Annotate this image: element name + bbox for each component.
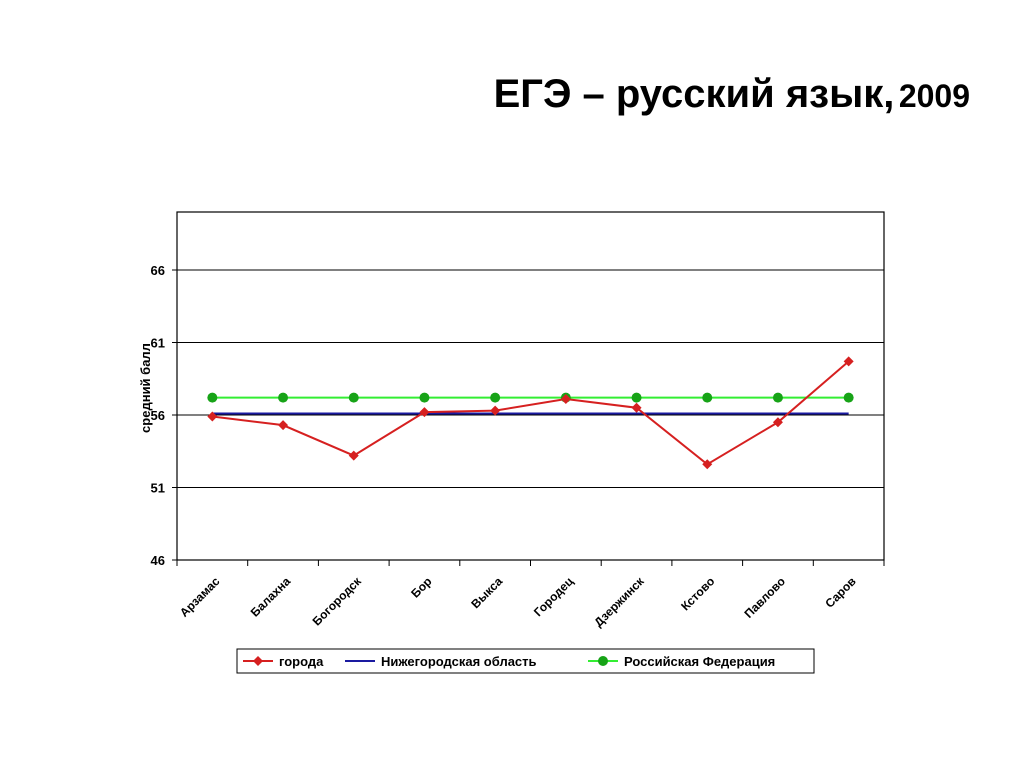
data-point-города xyxy=(278,420,289,431)
data-point-российская-федерация xyxy=(348,392,359,403)
x-tick-label: Балахна xyxy=(248,574,294,620)
data-point-российская-федерация xyxy=(490,392,501,403)
legend-label: Российская Федерация xyxy=(624,654,775,669)
x-tick-label: Павлово xyxy=(741,574,788,621)
data-point-российская-федерация xyxy=(207,392,218,403)
data-point-города xyxy=(207,411,218,422)
y-tick-labels: 46 51 56 61 66 xyxy=(151,263,165,568)
title-main: ЕГЭ – русский язык, xyxy=(493,72,895,116)
data-point-российская-федерация xyxy=(419,392,430,403)
data-point-российская-федерация xyxy=(631,392,642,403)
series-line-города xyxy=(212,360,850,466)
axis-ticks xyxy=(172,269,885,566)
series-group xyxy=(207,356,854,470)
x-tick-label: Арзамас xyxy=(177,574,223,620)
legend-label: Нижегородская область xyxy=(381,654,537,669)
data-point-российская-федерация xyxy=(772,392,783,403)
x-tick-label: Бор xyxy=(408,574,434,600)
data-point-города xyxy=(419,407,430,418)
x-tick-label: Выкса xyxy=(468,574,505,611)
title-year: 2009 xyxy=(898,78,970,114)
legend-label: города xyxy=(279,654,324,669)
slide-title: ЕГЭ – русский язык, 2009 xyxy=(380,72,970,117)
y-axis-label: средний балл xyxy=(138,343,153,433)
legend-box xyxy=(236,648,815,674)
x-tick-labels: Арзамас Балахна Богородск Бор Выкса Городец Дз… xyxy=(177,574,859,630)
legend-marker-города xyxy=(253,656,263,666)
x-tick-label: Богородск xyxy=(310,574,365,629)
x-tick-label: Кстово xyxy=(678,574,717,613)
data-point-города xyxy=(843,356,854,367)
data-point-города xyxy=(631,402,642,413)
y-tick-label: 46 xyxy=(151,553,165,568)
legend-marker-российская-федерация xyxy=(598,656,608,666)
data-point-города xyxy=(702,459,713,470)
x-tick-label: Саров xyxy=(822,574,858,610)
y-tick-label: 61 xyxy=(151,336,165,351)
data-point-российская-федерация xyxy=(843,392,854,403)
data-point-города xyxy=(490,405,501,416)
y-tick-label: 66 xyxy=(151,263,165,278)
data-point-российская-федерация xyxy=(702,392,713,403)
y-tick-label: 56 xyxy=(151,408,165,423)
plot-area xyxy=(176,211,885,561)
data-point-города xyxy=(772,417,783,428)
x-tick-label: Дзержинск xyxy=(591,574,647,630)
data-point-города xyxy=(560,394,571,405)
legend: города Нижегородская область Российская Фе… xyxy=(236,648,815,674)
data-point-российская-федерация xyxy=(278,392,289,403)
data-point-города xyxy=(348,450,359,461)
x-tick-label: Городец xyxy=(531,574,576,619)
y-tick-label: 51 xyxy=(151,481,165,496)
